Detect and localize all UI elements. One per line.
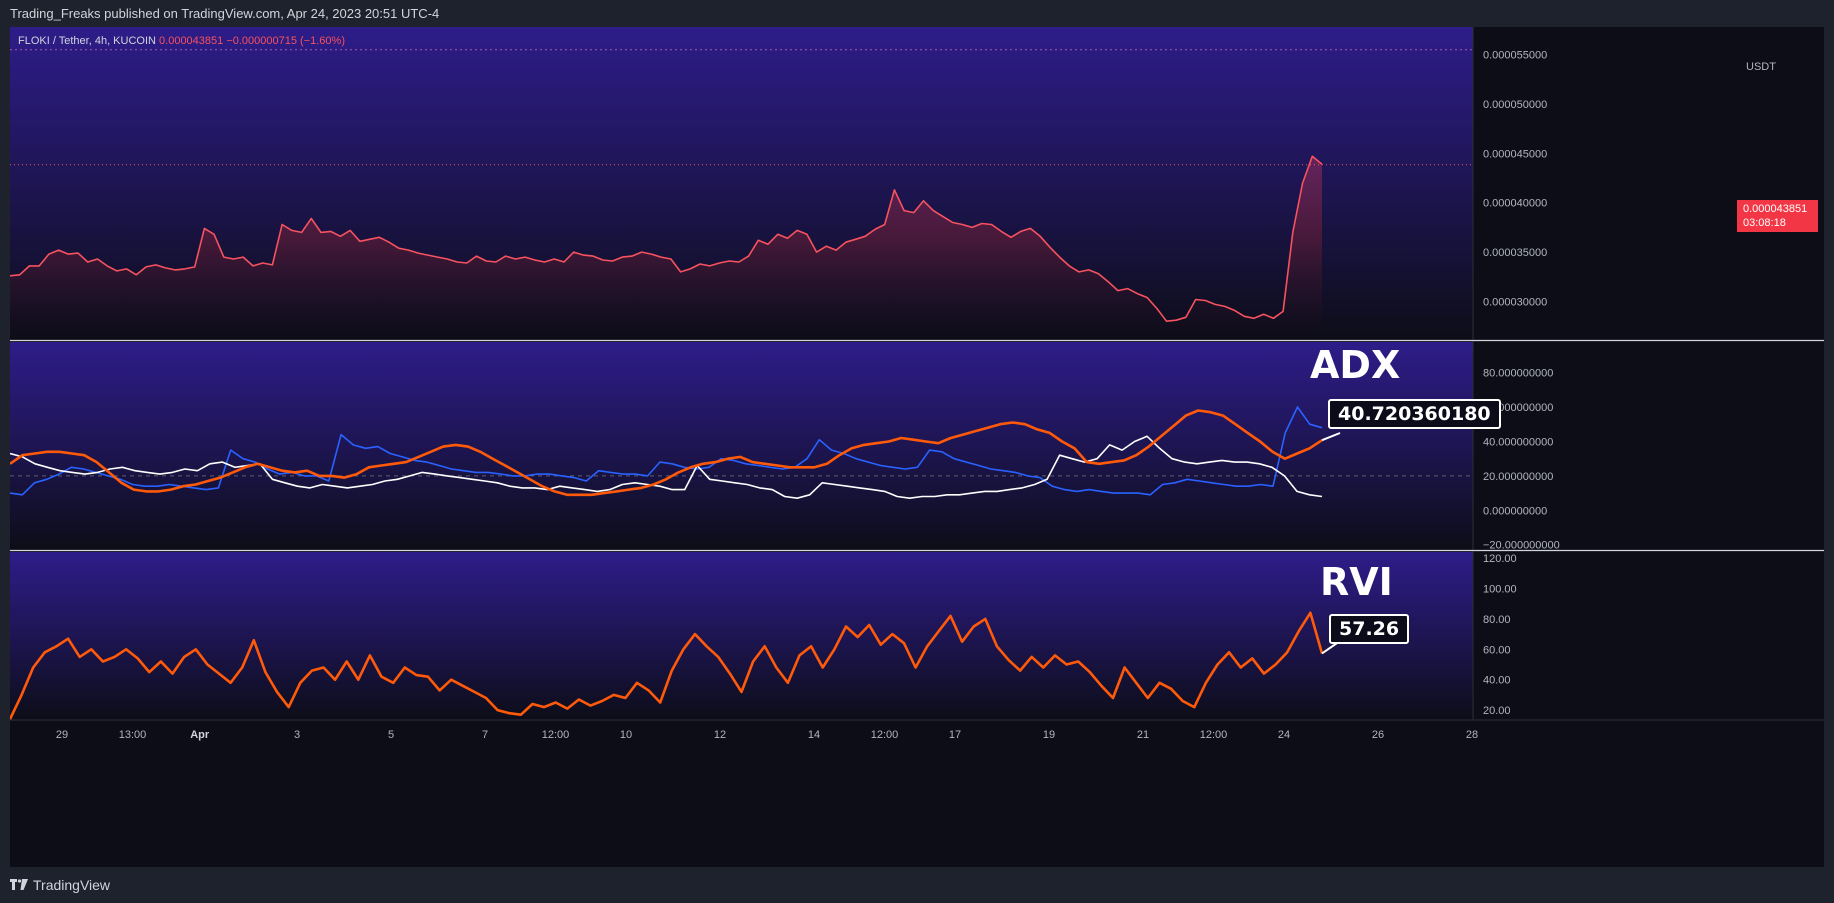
last-price-tag-value: 0.000043851: [1743, 203, 1808, 215]
price-y-tick-3: 0.000045000: [1483, 148, 1547, 160]
last-price-tag: 0.000043851 03:08:18: [1737, 200, 1818, 232]
price-line: [10, 155, 1323, 322]
adx-pane-bg: [10, 342, 1473, 549]
time-label-11: 17: [949, 729, 961, 741]
chart-area[interactable]: 0.000030000 0.000035000 0.000040000 0.00004…: [10, 27, 1824, 867]
time-label-8: 12: [714, 729, 726, 741]
rvi-pane-bg: [10, 552, 1473, 720]
time-label-6: 12:00: [542, 729, 570, 741]
rvi-y-tick-3: 60.00: [1483, 644, 1511, 656]
time-label-1: 13:00: [119, 729, 147, 741]
symbol-legend-change: −0.000000715 (−1.60%): [226, 35, 345, 47]
adx-line: [10, 409, 1323, 497]
symbol-legend-title: FLOKI / Tether, 4h, KUCOIN: [18, 35, 156, 47]
axis-bg: [1473, 27, 1824, 867]
adx-y-tick-3: 20.000000000: [1483, 471, 1553, 483]
price-y-tick-4: 0.000050000: [1483, 99, 1547, 111]
di-plus-line: [10, 406, 1323, 496]
price-y-tick-0: 0.000030000: [1483, 296, 1547, 308]
time-label-0: 29: [56, 729, 68, 741]
tradingview-brand: TradingView: [33, 877, 111, 893]
time-label-9: 14: [808, 729, 820, 741]
adx-callout-pointer: [1321, 432, 1341, 442]
tradingview-logo-icon: [10, 879, 28, 890]
tradingview-logo[interactable]: TradingView: [10, 867, 110, 903]
chart-canvas[interactable]: 0.000030000 0.000035000 0.000040000 0.00004…: [10, 27, 1824, 867]
time-label-14: 12:00: [1200, 729, 1228, 741]
adx-title: ADX: [1310, 343, 1401, 387]
time-label-13: 21: [1137, 729, 1149, 741]
time-label-4: 5: [388, 729, 394, 741]
time-label-17: 28: [1466, 729, 1478, 741]
adx-y-tick-4: 0.000000000: [1483, 505, 1547, 517]
time-label-10: 12:00: [871, 729, 899, 741]
rvi-value-callout: 57.26: [1329, 614, 1410, 644]
price-y-tick-1: 0.000035000: [1483, 247, 1547, 259]
rvi-title: RVI: [1320, 560, 1393, 604]
price-y-tick-2: 0.000040000: [1483, 198, 1547, 210]
price-axis-currency: USDT: [1746, 61, 1776, 73]
time-label-3: 3: [294, 729, 300, 741]
price-area-fill: [10, 156, 1322, 339]
time-label-7: 10: [620, 729, 632, 741]
adx-y-tick-0: 80.000000000: [1483, 368, 1553, 380]
time-label-16: 26: [1372, 729, 1384, 741]
di-minus-line: [10, 435, 1323, 499]
time-label-12: 19: [1043, 729, 1055, 741]
publish-text: Trading_Freaks published on TradingView.…: [10, 6, 440, 21]
adx-value-callout: 40.720360180: [1328, 399, 1501, 429]
time-label-5: 7: [482, 729, 488, 741]
symbol-legend[interactable]: FLOKI / Tether, 4h, KUCOIN 0.000043851 −…: [18, 35, 345, 47]
rvi-y-tick-2: 80.00: [1483, 614, 1511, 626]
rvi-y-tick-1: 100.00: [1483, 583, 1517, 595]
price-y-tick-5: 0.000055000: [1483, 50, 1547, 62]
symbol-legend-price: 0.000043851: [159, 35, 224, 47]
publish-header: Trading_Freaks published on TradingView.…: [0, 0, 1834, 27]
time-label-15: 24: [1278, 729, 1290, 741]
footer-bar: TradingView: [0, 867, 1834, 903]
adx-y-tick-2: 40.000000000: [1483, 436, 1553, 448]
last-price-tag-countdown: 03:08:18: [1743, 217, 1786, 229]
rvi-y-tick-0: 120.00: [1483, 553, 1517, 565]
rvi-y-tick-4: 40.00: [1483, 675, 1511, 687]
time-label-2: Apr: [190, 729, 210, 741]
adx-y-tick-5: −20.000000000: [1483, 540, 1560, 552]
rvi-line: [10, 611, 1324, 720]
rvi-y-tick-5: 20.00: [1483, 705, 1511, 717]
